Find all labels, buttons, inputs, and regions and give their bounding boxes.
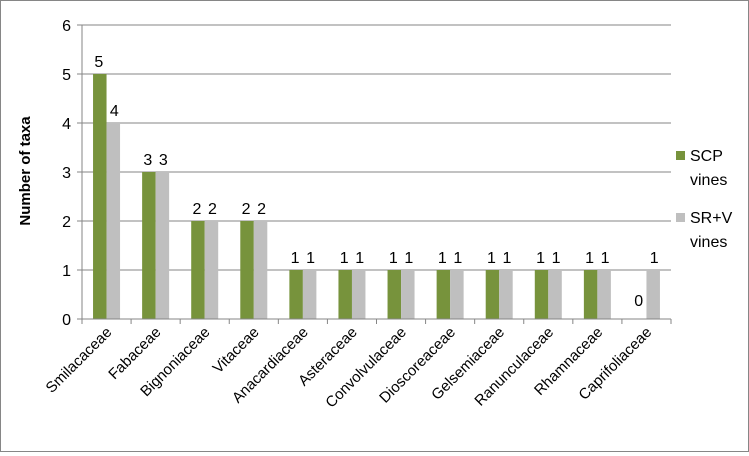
- data-label: 1: [536, 250, 545, 267]
- bar-srv: [450, 270, 464, 319]
- legend-label: SR+V: [690, 210, 733, 227]
- data-label: 1: [389, 250, 398, 267]
- y-tick-label: 5: [62, 67, 71, 84]
- data-label: 2: [193, 201, 202, 218]
- legend: SCP vines SR+V vines: [676, 148, 733, 251]
- y-tick-label: 6: [62, 18, 71, 35]
- bar-scp: [93, 74, 107, 319]
- x-tick-labels: SmilacaceaeFabaceaeBignoniaceaeVitaceaeA…: [43, 324, 656, 412]
- data-label: 1: [438, 250, 447, 267]
- y-tick-labels: 0 1 2 3 4 5 6: [62, 18, 71, 329]
- axes: [77, 24, 672, 324]
- y-axis-title: Number of taxa: [17, 116, 34, 226]
- data-label: 0: [634, 293, 643, 310]
- bar-srv: [351, 270, 366, 319]
- y-tick-label: 4: [62, 116, 71, 133]
- data-label: 1: [453, 250, 462, 267]
- bar-scp: [534, 270, 549, 319]
- y-tick-label: 2: [62, 214, 71, 231]
- data-label: 4: [110, 103, 119, 120]
- bar-srv: [204, 221, 219, 319]
- bar-scp: [338, 270, 352, 319]
- bar-srv: [646, 270, 660, 319]
- data-label: 1: [503, 250, 512, 267]
- bar-scp: [142, 172, 156, 319]
- y-tick-label: 0: [62, 312, 71, 329]
- bar-srv: [302, 270, 317, 319]
- data-label: 5: [94, 54, 103, 71]
- bar-srv: [401, 270, 415, 319]
- data-label: 1: [340, 250, 349, 267]
- bar-scp: [387, 270, 402, 319]
- x-tick-label: Smilacaceae: [43, 324, 116, 397]
- bar-scp: [289, 270, 303, 319]
- data-label: 1: [404, 250, 413, 267]
- data-label: 2: [242, 201, 251, 218]
- data-label: 1: [291, 250, 300, 267]
- data-label: 3: [159, 152, 168, 169]
- bar-srv: [106, 123, 121, 319]
- gridlines: [82, 24, 671, 271]
- legend-label: vines: [690, 234, 727, 251]
- data-label: 1: [487, 250, 496, 267]
- bars: [93, 74, 660, 319]
- y-tick-label: 3: [62, 165, 71, 182]
- bar-srv: [253, 221, 268, 319]
- data-label: 1: [355, 250, 364, 267]
- data-label: 1: [650, 250, 659, 267]
- bar-scp: [485, 270, 500, 319]
- bar-srv: [499, 270, 513, 319]
- data-label: 2: [257, 201, 266, 218]
- data-label: 3: [143, 152, 152, 169]
- bar-scp: [191, 221, 205, 319]
- bar-srv: [548, 270, 562, 319]
- bar-scp: [240, 221, 254, 319]
- bar-srv: [155, 172, 170, 319]
- bar-scp: [436, 270, 451, 319]
- legend-label: SCP: [690, 148, 723, 165]
- legend-label: vines: [690, 172, 727, 189]
- data-label: 1: [552, 250, 561, 267]
- y-tick-label: 1: [62, 263, 71, 280]
- data-label: 1: [601, 250, 610, 267]
- data-label: 1: [306, 250, 315, 267]
- data-label: 2: [208, 201, 217, 218]
- legend-swatch: [676, 213, 685, 222]
- data-label: 1: [585, 250, 594, 267]
- legend-swatch: [676, 151, 685, 160]
- bar-scp: [583, 270, 598, 319]
- bar-srv: [597, 270, 611, 319]
